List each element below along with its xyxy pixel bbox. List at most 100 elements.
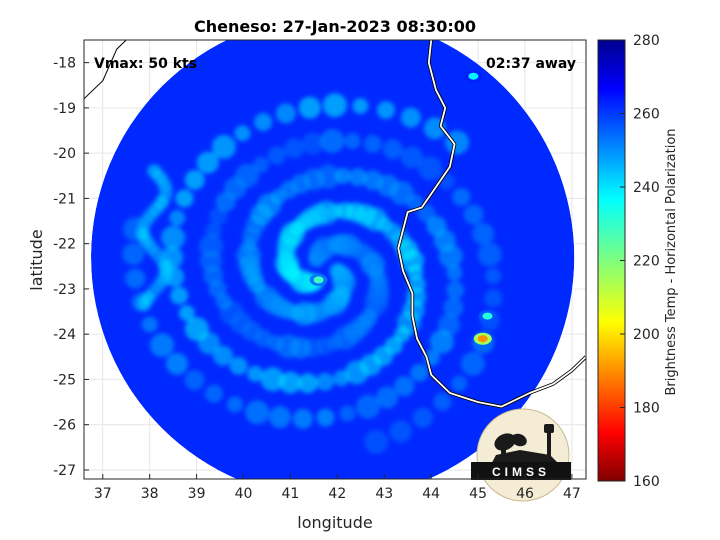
- y-tick-label: -23: [53, 282, 76, 298]
- band-cell: [204, 384, 223, 403]
- x-tick-label: 40: [235, 486, 253, 502]
- band-cell: [184, 317, 209, 342]
- band-cell: [175, 189, 194, 208]
- x-axis: 37 38 39 40 41 42 43 44 45 46 47: [94, 474, 581, 502]
- band-cell: [184, 370, 205, 391]
- band-cell: [253, 156, 269, 173]
- band-cell: [170, 286, 189, 305]
- x-tick-label: 46: [516, 486, 534, 502]
- colorbar-tick-label: 280: [633, 33, 660, 49]
- colorbar-tick-label: 200: [633, 327, 660, 343]
- band-cell: [316, 408, 335, 427]
- colorbar-tick-label: 220: [633, 254, 660, 270]
- band-cell: [344, 133, 361, 150]
- band-cell: [137, 297, 152, 312]
- band-cell: [279, 371, 302, 394]
- band-cell: [169, 209, 186, 226]
- y-axis: -18 -19 -20 -21 -22 -23 -24 -25 -26 -27: [53, 56, 89, 479]
- band-cell: [196, 151, 219, 174]
- band-cell: [297, 373, 318, 394]
- band-cell: [247, 365, 264, 382]
- band-cell: [438, 244, 463, 269]
- band-cell: [389, 420, 412, 443]
- time-away-label: 02:37 away: [486, 56, 576, 72]
- colorbar-label: Brightness Temp - Horizontal Polarizatio…: [664, 128, 679, 395]
- band-cell: [320, 129, 345, 153]
- band-cell: [301, 132, 324, 155]
- band-cell: [213, 345, 234, 366]
- band-cell: [178, 305, 195, 322]
- band-cell: [418, 156, 443, 181]
- band-cell: [356, 394, 380, 419]
- feature-core: [468, 72, 479, 80]
- band-cell: [234, 125, 251, 142]
- logo-text: CIMSS: [492, 465, 550, 479]
- band-cell: [406, 194, 423, 211]
- colorbar-ticks: 280 260 240 220 200 180 160: [620, 33, 660, 490]
- y-tick-label: -20: [53, 146, 76, 162]
- band-cell: [352, 98, 369, 114]
- feature-core: [482, 312, 493, 320]
- band-cell: [348, 168, 367, 187]
- x-tick-label: 43: [375, 486, 393, 502]
- x-tick-label: 39: [188, 486, 206, 502]
- band-cell: [463, 204, 484, 225]
- colorbar-tick-label: 240: [633, 180, 660, 196]
- band-cell: [334, 167, 351, 184]
- madagascar-coastline: [397, 40, 586, 408]
- band-cell: [484, 289, 503, 308]
- band-cell: [401, 146, 423, 169]
- cimss-logo: CIMSS: [471, 408, 571, 502]
- x-tick-label: 38: [141, 486, 159, 502]
- plot-area: [84, 40, 586, 479]
- x-tick-label: 47: [563, 486, 581, 502]
- band-cell: [429, 329, 454, 354]
- mainland-coastline: [84, 40, 127, 100]
- band-cell: [451, 375, 468, 392]
- x-tick-label: 42: [328, 486, 346, 502]
- band-cell: [322, 93, 347, 118]
- band-cell: [339, 405, 356, 422]
- x-tick-label: 41: [282, 486, 300, 502]
- y-tick-label: -22: [53, 237, 76, 253]
- band-cell: [382, 139, 403, 160]
- band-cell: [446, 281, 465, 299]
- band-cell: [254, 113, 273, 131]
- feature-core: [477, 335, 488, 343]
- band-cell: [412, 407, 433, 428]
- y-tick-label: -26: [53, 418, 76, 434]
- band-cell: [229, 356, 248, 375]
- x-tick-label: 44: [422, 486, 440, 502]
- chart-title: Cheneso: 27-Jan-2023 08:30:00: [194, 17, 476, 36]
- band-cell: [452, 188, 471, 206]
- y-tick-label: -25: [53, 372, 76, 388]
- band-cell: [275, 103, 296, 124]
- y-tick-label: -19: [53, 101, 76, 117]
- band-cell: [184, 169, 205, 190]
- band-cell: [150, 333, 174, 358]
- band-cell: [394, 376, 415, 397]
- band-cell: [376, 386, 399, 409]
- colorbar-tick-label: 180: [633, 401, 660, 417]
- y-axis-label: latitude: [27, 229, 46, 290]
- band-cell: [400, 107, 421, 128]
- band-cell: [199, 234, 223, 259]
- band-cell: [260, 367, 285, 392]
- band-cell: [477, 242, 502, 267]
- cold-spots: [309, 70, 497, 345]
- band-cell: [122, 243, 145, 266]
- band-cell: [161, 225, 186, 250]
- band-cell: [433, 392, 452, 411]
- band-cell: [410, 363, 429, 382]
- band-cell: [205, 223, 222, 239]
- band-cell: [209, 207, 228, 226]
- band-cell: [227, 396, 243, 413]
- band-cell: [333, 370, 350, 387]
- band-cell: [446, 264, 463, 281]
- band-cell: [235, 163, 259, 188]
- band-cell: [485, 268, 502, 285]
- band-cell: [125, 268, 146, 289]
- band-cell: [316, 372, 334, 391]
- colorbar-tick-label: 160: [633, 474, 660, 490]
